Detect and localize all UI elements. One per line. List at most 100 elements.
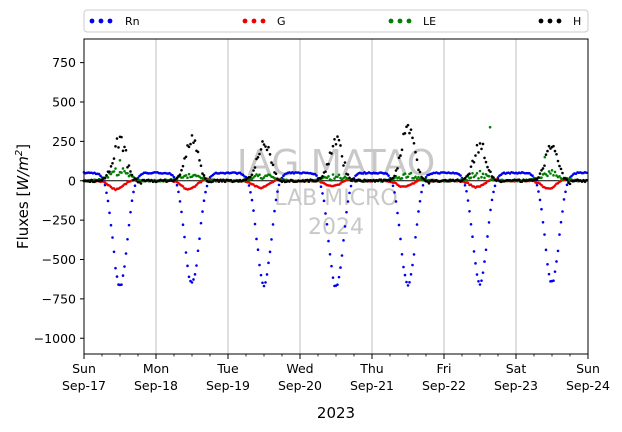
- point-rn: [471, 235, 474, 239]
- point-rn: [198, 237, 201, 241]
- point-h: [334, 142, 338, 146]
- point-rn: [537, 190, 540, 193]
- legend-marker-h: [556, 18, 562, 24]
- point-rn: [127, 223, 131, 227]
- point-rn: [133, 184, 137, 188]
- point-h: [321, 174, 324, 178]
- point-h: [346, 173, 350, 176]
- point-rn: [171, 173, 174, 177]
- point-rn: [541, 220, 545, 224]
- legend-marker-g: [242, 18, 248, 24]
- point-rn: [315, 174, 318, 177]
- point-rn: [475, 273, 479, 276]
- point-h: [192, 141, 195, 144]
- point-h: [258, 152, 261, 156]
- point-rn: [112, 250, 116, 254]
- point-le: [487, 174, 491, 178]
- point-rn: [394, 200, 398, 203]
- point-h: [565, 178, 569, 181]
- point-rn: [193, 273, 197, 276]
- point-le: [262, 176, 266, 179]
- point-rn: [324, 212, 327, 215]
- point-le: [469, 176, 473, 179]
- point-h: [556, 159, 560, 163]
- point-le: [414, 175, 417, 179]
- point-rn: [463, 183, 467, 187]
- point-le: [546, 174, 549, 178]
- point-le: [187, 172, 191, 176]
- point-h: [412, 141, 416, 145]
- point-h: [90, 178, 93, 182]
- point-rn: [199, 221, 203, 225]
- y-axis-ticks: −1000 −750 −500 −250 0 250 500 750: [34, 55, 84, 346]
- point-le: [258, 173, 261, 176]
- point-g: [469, 183, 473, 186]
- legend-marker-h: [538, 18, 544, 24]
- point-h: [585, 178, 588, 182]
- point-rn: [339, 266, 342, 269]
- point-le: [109, 172, 113, 176]
- point-h: [307, 180, 311, 183]
- point-rn: [546, 262, 549, 266]
- point-h: [342, 164, 345, 167]
- point-h: [202, 174, 206, 177]
- point-rn: [252, 209, 255, 212]
- point-rn: [417, 210, 420, 213]
- point-le: [121, 167, 125, 170]
- point-rn: [271, 223, 275, 226]
- point-rn: [565, 183, 569, 187]
- point-rn: [267, 261, 270, 265]
- point-rn: [348, 191, 351, 195]
- point-le: [417, 175, 420, 179]
- point-rn: [409, 273, 413, 276]
- point-h: [264, 145, 267, 148]
- point-h: [558, 164, 561, 168]
- point-h: [484, 160, 488, 164]
- point-h: [201, 172, 204, 175]
- point-h: [187, 145, 191, 149]
- point-rn: [129, 210, 132, 214]
- point-h: [268, 153, 272, 156]
- point-h: [190, 134, 194, 137]
- point-rn: [349, 184, 353, 188]
- point-rn: [337, 275, 341, 279]
- point-h: [255, 157, 258, 161]
- point-h: [537, 176, 540, 179]
- point-h: [520, 180, 524, 183]
- point-rn: [385, 172, 389, 176]
- point-rn: [183, 235, 186, 239]
- point-le: [336, 175, 339, 179]
- point-le: [540, 176, 543, 179]
- point-rn: [262, 284, 266, 288]
- point-h: [249, 175, 252, 179]
- point-h: [196, 150, 200, 154]
- point-h: [427, 181, 431, 185]
- point-rn: [484, 248, 488, 252]
- point-rn: [325, 222, 329, 226]
- point-h: [129, 170, 132, 173]
- x-axis-title: 2023: [317, 404, 355, 422]
- point-rn: [115, 275, 119, 278]
- x-tick-date: Sep-18: [134, 378, 178, 393]
- point-rn: [465, 189, 468, 193]
- point-rn: [564, 190, 567, 194]
- point-rn: [466, 199, 470, 202]
- point-h: [486, 165, 489, 169]
- point-h: [469, 165, 473, 168]
- point-le: [481, 172, 485, 176]
- point-rn: [483, 260, 486, 263]
- point-h: [267, 145, 270, 149]
- point-le: [330, 179, 333, 182]
- point-rn: [184, 251, 188, 254]
- point-h: [163, 178, 167, 182]
- y-title-close: ]: [14, 144, 32, 150]
- point-h: [124, 148, 128, 152]
- legend-label-rn: Rn: [125, 15, 140, 28]
- point-rn: [250, 198, 254, 202]
- point-h: [546, 149, 549, 153]
- point-h: [411, 136, 414, 140]
- point-rn: [459, 174, 462, 177]
- point-rn: [172, 175, 176, 179]
- point-rn: [247, 184, 251, 187]
- point-h: [114, 145, 117, 148]
